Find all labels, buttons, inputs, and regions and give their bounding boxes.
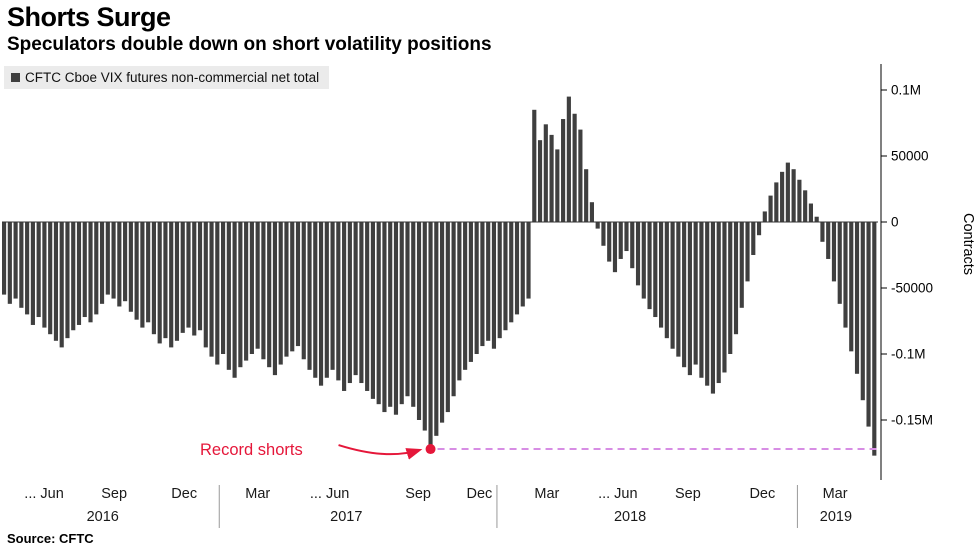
x-month-label: Dec <box>749 486 776 502</box>
y-tick-label: -0.1M <box>891 347 926 362</box>
y-tick-label: 0.1M <box>891 83 921 98</box>
x-month-label: Sep <box>101 486 128 502</box>
y-tick-label: -50000 <box>891 281 933 296</box>
right-axis: 0.1M 50000 0 -50000 -0.1M -0.15M <box>880 64 933 480</box>
record-shorts-annotation: Record shorts <box>200 441 303 459</box>
y-tick-label: 50000 <box>891 149 929 164</box>
x-month-label: Dec <box>466 486 493 502</box>
y-tick-label: -0.15M <box>891 413 933 428</box>
x-month-label: Dec <box>171 486 198 502</box>
x-month-label: ... Jun <box>309 486 350 502</box>
y-axis-title: Contracts <box>960 213 976 276</box>
bars <box>2 96 877 456</box>
legend-swatch-icon <box>11 73 20 82</box>
x-year-label: 2019 <box>819 509 853 525</box>
y-tick-label: 0 <box>891 215 899 230</box>
x-month-label: ... Jun <box>24 486 64 502</box>
x-month-label: Mar <box>534 486 560 502</box>
x-year-label: 2017 <box>330 509 363 525</box>
chart-title: Shorts Surge <box>7 2 171 32</box>
x-month-label: ... Jun <box>598 486 638 502</box>
x-year-label: 2016 <box>86 509 119 525</box>
legend-label: CFTC Cboe VIX futures non-commercial net… <box>25 70 320 85</box>
source-label: Source: CFTC <box>7 531 94 546</box>
x-month-label: Sep <box>405 486 431 502</box>
legend: CFTC Cboe VIX futures non-commercial net… <box>4 66 330 89</box>
x-month-label: Mar <box>245 486 271 502</box>
x-month-label: Sep <box>675 486 701 502</box>
record-dot <box>425 444 436 455</box>
x-month-label: Mar <box>822 486 848 502</box>
annotation-arrow-icon <box>338 444 423 460</box>
chart-subtitle: Speculators double down on short volatil… <box>7 34 492 55</box>
x-year-label: 2018 <box>613 509 647 525</box>
